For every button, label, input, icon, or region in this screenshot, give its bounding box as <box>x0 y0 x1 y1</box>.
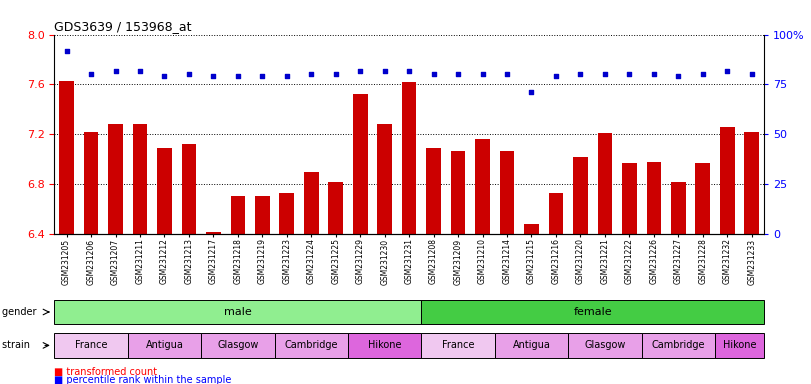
Text: female: female <box>573 307 612 317</box>
Point <box>158 73 171 79</box>
Point <box>134 68 147 74</box>
Bar <box>573 157 588 234</box>
Point <box>476 71 489 78</box>
Point <box>305 71 318 78</box>
Bar <box>304 172 319 234</box>
Text: strain: strain <box>2 340 33 351</box>
Point <box>647 71 660 78</box>
Bar <box>255 195 270 234</box>
Text: Hikone: Hikone <box>723 340 756 351</box>
Text: Antigua: Antigua <box>513 340 551 351</box>
Point <box>378 68 391 74</box>
Point <box>329 71 342 78</box>
Point <box>525 89 538 96</box>
Point <box>574 71 587 78</box>
Bar <box>744 132 759 234</box>
Bar <box>59 81 74 234</box>
Text: GDS3639 / 153968_at: GDS3639 / 153968_at <box>54 20 192 33</box>
Text: France: France <box>75 340 107 351</box>
Text: France: France <box>442 340 474 351</box>
Text: Cambridge: Cambridge <box>285 340 338 351</box>
Bar <box>696 163 710 234</box>
Point <box>109 68 122 74</box>
Point <box>207 73 220 79</box>
Bar <box>328 182 343 234</box>
Bar <box>133 124 148 234</box>
Bar <box>401 82 417 234</box>
Bar <box>646 162 661 234</box>
Text: male: male <box>224 307 251 317</box>
Point <box>255 73 268 79</box>
Point <box>452 71 465 78</box>
Text: Cambridge: Cambridge <box>651 340 705 351</box>
Bar <box>475 139 490 234</box>
Point <box>500 71 513 78</box>
Bar <box>280 193 294 234</box>
Point <box>599 71 611 78</box>
Bar <box>182 144 196 234</box>
Point <box>281 73 294 79</box>
Point <box>672 73 684 79</box>
Bar <box>157 148 172 234</box>
Bar <box>598 133 612 234</box>
Point <box>623 71 636 78</box>
Bar <box>108 124 122 234</box>
Bar <box>84 132 98 234</box>
Text: gender: gender <box>2 307 40 317</box>
Bar <box>451 151 466 234</box>
Bar <box>500 151 514 234</box>
Point <box>427 71 440 78</box>
Point <box>697 71 710 78</box>
Bar <box>671 182 685 234</box>
Point <box>550 73 563 79</box>
Text: Hikone: Hikone <box>368 340 401 351</box>
Text: Glasgow: Glasgow <box>584 340 625 351</box>
Text: ■ percentile rank within the sample: ■ percentile rank within the sample <box>54 375 232 384</box>
Bar <box>353 94 367 234</box>
Bar <box>230 195 245 234</box>
Point <box>231 73 244 79</box>
Text: Antigua: Antigua <box>145 340 183 351</box>
Point <box>60 48 73 54</box>
Bar <box>524 224 539 234</box>
Point <box>402 68 415 74</box>
Bar <box>377 124 392 234</box>
Bar <box>622 163 637 234</box>
Bar <box>206 232 221 234</box>
Text: ■ transformed count: ■ transformed count <box>54 367 157 377</box>
Point <box>745 71 758 78</box>
Point <box>84 71 97 78</box>
Bar <box>548 193 564 234</box>
Point <box>182 71 195 78</box>
Point <box>721 68 734 74</box>
Bar <box>720 127 735 234</box>
Text: Glasgow: Glasgow <box>217 340 259 351</box>
Bar <box>427 148 441 234</box>
Point <box>354 68 367 74</box>
